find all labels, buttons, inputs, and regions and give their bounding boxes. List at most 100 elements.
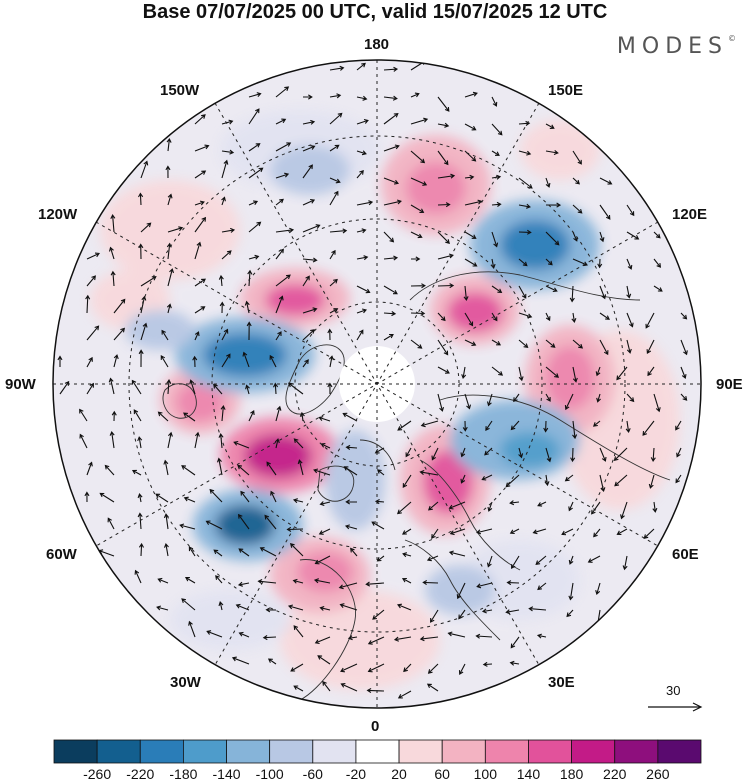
wind-vector xyxy=(513,393,520,403)
wind-vector xyxy=(356,95,368,101)
wind-vector xyxy=(194,306,206,314)
anomaly-negative xyxy=(325,430,385,530)
wind-vector xyxy=(437,393,445,412)
wind-vector xyxy=(383,231,395,243)
wind-vector xyxy=(537,501,547,507)
wind-vector xyxy=(625,420,631,434)
wind-vector xyxy=(302,145,316,152)
wind-vector xyxy=(427,501,439,511)
anomaly-field xyxy=(53,60,701,708)
wind-vector xyxy=(566,609,574,618)
wind-vector xyxy=(86,275,96,287)
wind-vector xyxy=(166,379,172,395)
wind-vector xyxy=(367,663,385,673)
wind-vector xyxy=(403,663,412,673)
anomaly-positive xyxy=(447,292,503,332)
wind-vector xyxy=(86,325,100,341)
wind-vector xyxy=(237,513,250,530)
wind-vector xyxy=(642,420,655,436)
wind-vector xyxy=(221,227,236,233)
colorbar-tick-label: 220 xyxy=(603,766,627,782)
colorbar-swatch xyxy=(571,739,616,764)
anomaly-positive xyxy=(265,284,325,316)
wind-vector xyxy=(383,285,398,295)
wind-vector xyxy=(464,150,477,162)
wind-vectors xyxy=(57,60,688,699)
wind-vector xyxy=(329,177,341,184)
wind-vector xyxy=(194,431,200,449)
wind-vector xyxy=(419,636,439,642)
wind-vector xyxy=(367,636,385,645)
wind-vector xyxy=(206,630,223,638)
wind-vector xyxy=(293,625,304,638)
wind-vector xyxy=(275,227,295,233)
wind-vector xyxy=(329,190,339,206)
wind-vector xyxy=(536,633,547,639)
wind-vector xyxy=(518,150,532,156)
wind-vector xyxy=(194,144,210,152)
wind-vector xyxy=(303,94,313,100)
wind-vector xyxy=(157,411,169,422)
wind-vector xyxy=(491,96,498,107)
wind-vector xyxy=(340,663,358,673)
colorbar-swatch xyxy=(139,739,184,764)
wind-vector xyxy=(99,492,115,503)
wind-vector xyxy=(448,550,466,557)
wind-vector xyxy=(365,581,385,587)
wind-vector xyxy=(491,201,502,207)
wind-vector xyxy=(264,514,277,530)
wind-vector xyxy=(518,366,524,382)
colorbar-tick-label: 180 xyxy=(559,766,584,782)
wind-vector xyxy=(437,96,450,112)
wind-vector xyxy=(137,493,143,503)
wind-vector xyxy=(344,524,358,530)
wind-vector xyxy=(545,231,560,246)
wind-vector xyxy=(537,582,547,591)
wind-vector xyxy=(675,420,682,431)
wind-vector xyxy=(266,461,277,476)
wind-vector xyxy=(356,150,367,156)
wind-vector xyxy=(680,312,688,320)
wind-vector xyxy=(302,257,318,263)
wind-vector xyxy=(218,601,224,611)
map-border xyxy=(52,59,702,709)
wind-vector xyxy=(79,433,88,449)
colorbar-swatch xyxy=(182,739,227,764)
wind-vector xyxy=(626,285,632,299)
wind-vector xyxy=(437,202,451,208)
wind-vector xyxy=(138,349,144,368)
wind-vector xyxy=(653,231,661,239)
wind-vector xyxy=(137,512,143,530)
wind-vector xyxy=(107,517,115,530)
wind-vector xyxy=(110,270,116,287)
wind-vector xyxy=(237,464,250,476)
wind-vector xyxy=(518,312,533,319)
wind-vector xyxy=(397,420,412,431)
wind-vector xyxy=(572,366,578,383)
wind-vector xyxy=(293,438,304,449)
wind-vector xyxy=(561,528,574,536)
wind-vector xyxy=(319,501,331,507)
anomaly-patch xyxy=(100,180,240,280)
wind-vector xyxy=(340,683,358,692)
wind-vector xyxy=(108,246,115,260)
wind-vector xyxy=(506,580,520,586)
wind-vector xyxy=(356,228,367,234)
wind-vector xyxy=(545,202,562,208)
wind-vector xyxy=(491,366,504,376)
wind-vector xyxy=(646,339,655,355)
wind-vector xyxy=(448,501,466,510)
wind-vector xyxy=(622,555,628,571)
wind-vector xyxy=(397,690,412,699)
wind-vector xyxy=(110,214,116,233)
wind-vector xyxy=(318,416,331,422)
wind-vector xyxy=(314,555,331,565)
wind-vector xyxy=(545,447,552,463)
lon-label-90w: 90W xyxy=(5,376,36,393)
colorbar-swatch xyxy=(484,739,529,764)
colorbar-swatch xyxy=(657,739,702,764)
wind-vector xyxy=(273,382,279,395)
wind-vector xyxy=(680,366,687,379)
wind-vector xyxy=(376,555,385,562)
wind-vector xyxy=(133,409,142,422)
